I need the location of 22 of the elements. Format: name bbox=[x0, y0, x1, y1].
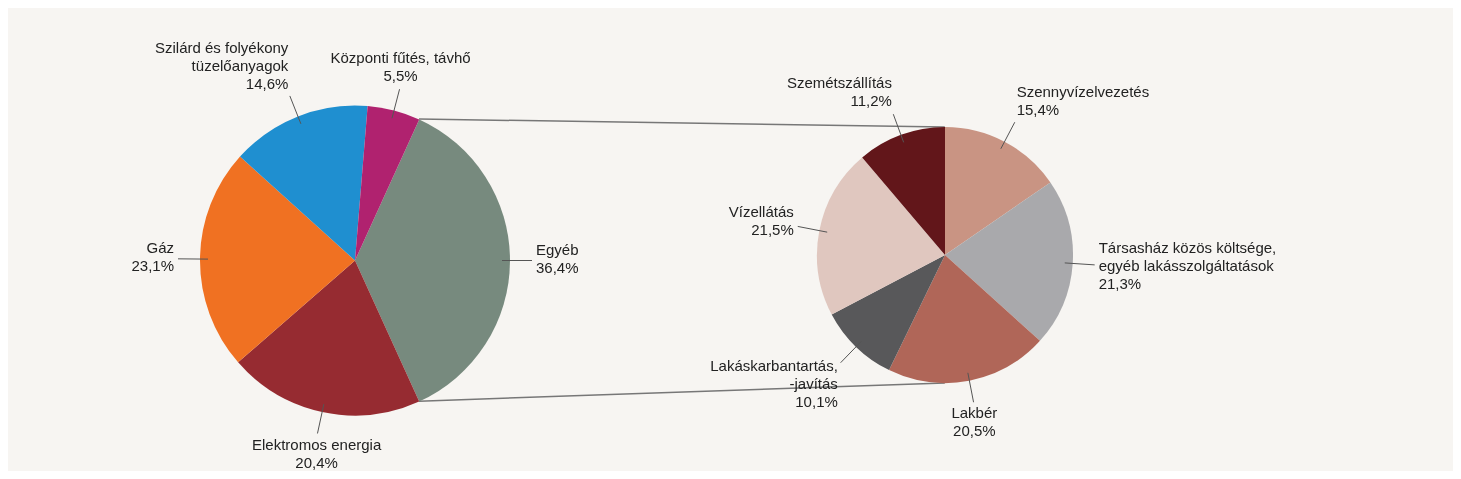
data-label: 11,2% bbox=[850, 92, 892, 110]
data-label: 5,5% bbox=[383, 66, 418, 84]
data-label: 21,3% bbox=[1098, 274, 1142, 292]
slice-label: Társasház közös költsége, egyéb lakásszolgáltatások bbox=[1098, 238, 1277, 274]
data-label: 15,4% bbox=[1016, 101, 1060, 119]
slice-label: Központi fűtés, távhő bbox=[330, 48, 471, 66]
data-label: 23,1% bbox=[131, 257, 175, 275]
data-label: 21,5% bbox=[751, 220, 794, 238]
slice-label: Gáz bbox=[146, 239, 175, 257]
slice-label: Elektromos energia bbox=[252, 435, 382, 453]
slice-label: Lakáskarbantartás, -javítás bbox=[710, 356, 838, 392]
slice-label: Szilárd és folyékony tüzelőanyagok bbox=[154, 38, 289, 74]
slice-label: Vízellátás bbox=[728, 202, 794, 220]
data-label: 14,6% bbox=[245, 74, 289, 92]
slice-label: Szemétszállítás bbox=[786, 74, 892, 92]
data-label: 20,4% bbox=[295, 453, 338, 471]
data-label: 36,4% bbox=[536, 259, 579, 277]
data-label: 10,1% bbox=[795, 392, 838, 410]
slice-label: Szennyvízelvezetés bbox=[1016, 83, 1150, 101]
slice-label: Lakbér bbox=[951, 404, 998, 422]
data-label: 20,5% bbox=[953, 422, 996, 440]
slice-label: Egyéb bbox=[536, 241, 579, 259]
